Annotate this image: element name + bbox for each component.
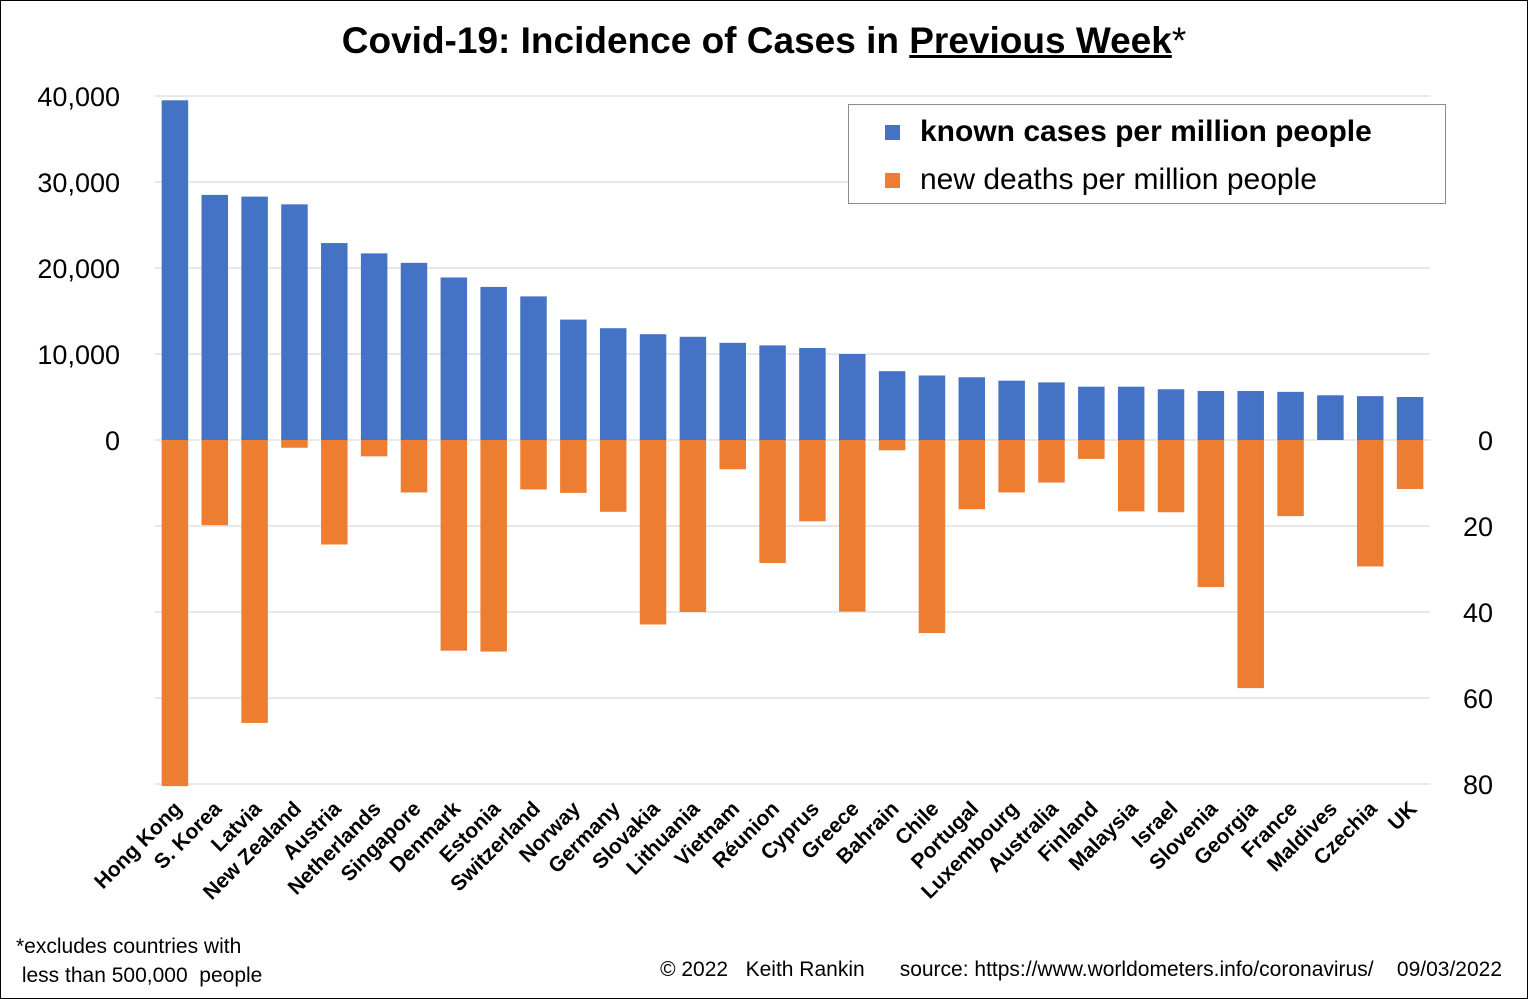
cases-bar <box>1277 391 1304 440</box>
deaths-bar <box>1117 440 1145 512</box>
cases-bar <box>599 328 627 440</box>
title-prefix: Covid-19: Incidence of Cases in <box>341 20 910 61</box>
cases-bar <box>799 347 826 440</box>
deaths-bar <box>878 440 906 451</box>
deaths-bar <box>1277 440 1304 517</box>
cases-bar <box>1396 397 1424 440</box>
deaths-bar <box>480 440 507 652</box>
category-label: UK <box>1384 797 1422 835</box>
deaths-bar <box>400 440 428 493</box>
cases-bar <box>520 296 547 440</box>
cases-bar <box>918 375 946 440</box>
right-axis-ticks: 0 20 40 60 80 <box>1463 426 1493 800</box>
cases-bar <box>839 354 866 440</box>
deaths-bar <box>958 440 986 510</box>
deaths-bar <box>201 440 229 526</box>
right-tick-label: 40 <box>1463 598 1493 628</box>
deaths-bar <box>839 440 866 612</box>
cases-bar <box>958 377 986 440</box>
cases-bar <box>998 380 1025 440</box>
legend: known cases per million people new death… <box>848 104 1446 204</box>
left-tick-label: 20,000 <box>37 254 120 284</box>
deaths-bar <box>1078 440 1105 459</box>
cases-bar <box>1117 386 1145 440</box>
deaths-bar <box>1038 440 1065 483</box>
cases-bar <box>400 262 428 440</box>
cases-bar <box>1157 389 1185 440</box>
deaths-bar <box>1237 440 1264 689</box>
cases-bar <box>759 345 786 440</box>
cases-bar <box>639 334 667 440</box>
right-tick-label: 60 <box>1463 684 1493 714</box>
deaths-bar <box>1157 440 1185 513</box>
deaths-bar <box>1396 440 1424 490</box>
cases-bar <box>201 194 229 440</box>
deaths-bar <box>759 440 786 563</box>
cases-bar <box>161 100 189 441</box>
cases-bar <box>719 342 746 440</box>
deaths-bar <box>360 440 388 457</box>
left-axis-ticks: 0 10,000 20,000 30,000 40,000 <box>37 82 120 456</box>
legend-swatch-deaths <box>885 172 900 188</box>
chart-title: Covid-19: Incidence of Cases in Previous… <box>0 20 1528 62</box>
footer-copyright: © 2022 Keith Rankin <box>660 958 865 981</box>
deaths-bar <box>161 440 189 787</box>
right-tick-label: 20 <box>1463 512 1493 542</box>
cases-bar <box>1197 390 1225 440</box>
cases-bar <box>440 277 468 440</box>
cases-bars <box>161 100 1424 441</box>
left-tick-label: 10,000 <box>37 340 120 370</box>
legend-item-cases: known cases per million people <box>885 115 1372 149</box>
cases-bar <box>1356 396 1384 440</box>
legend-item-deaths: new deaths per million people <box>885 163 1317 197</box>
left-tick-label: 30,000 <box>37 168 120 198</box>
deaths-bar <box>918 440 946 634</box>
footnote-line-1: *excludes countries with <box>16 935 242 958</box>
cases-bar <box>878 371 906 440</box>
deaths-bar <box>241 440 268 723</box>
cases-bar <box>1317 395 1344 440</box>
legend-label-cases: known cases per million people <box>920 115 1372 148</box>
legend-swatch-cases <box>885 124 900 140</box>
cases-bar <box>1078 386 1105 440</box>
right-tick-label: 0 <box>1478 426 1493 456</box>
deaths-bar <box>639 440 667 625</box>
deaths-bar <box>679 440 707 612</box>
left-tick-label: 40,000 <box>37 82 120 112</box>
cases-bar <box>679 336 707 440</box>
cases-bar <box>241 196 268 440</box>
footer-source: source: https://www.worldometers.info/co… <box>899 958 1374 981</box>
deaths-bar <box>1197 440 1225 588</box>
cases-bar <box>360 253 388 440</box>
left-tick-label: 0 <box>105 426 120 456</box>
footer-date: 09/03/2022 <box>1396 958 1502 981</box>
cases-bar <box>1237 390 1264 440</box>
cases-bar <box>281 204 308 440</box>
deaths-bar <box>799 440 826 522</box>
deaths-bar <box>520 440 547 490</box>
deaths-bar <box>560 440 587 493</box>
deaths-bar <box>719 440 746 470</box>
right-tick-label: 80 <box>1463 770 1493 800</box>
deaths-bar <box>1356 440 1384 567</box>
deaths-bar <box>281 440 308 448</box>
cases-bar <box>560 319 587 440</box>
deaths-bars <box>161 440 1424 787</box>
deaths-bar <box>599 440 627 512</box>
footnote-line-2: less than 500,000 people <box>16 964 263 987</box>
deaths-bar <box>321 440 348 545</box>
title-suffix: * <box>1171 20 1187 61</box>
footer-credits: © 2022 Keith Rankin source: https://www.… <box>660 958 1502 982</box>
cases-bar <box>1038 382 1065 440</box>
cases-bar <box>321 243 348 440</box>
title-underlined: Previous Week <box>909 20 1172 61</box>
footnote: *excludes countries with less than 500,0… <box>16 932 262 990</box>
deaths-bar <box>998 440 1025 493</box>
deaths-bar <box>440 440 468 651</box>
cases-bar <box>480 286 507 440</box>
legend-label-deaths: new deaths per million people <box>920 163 1317 196</box>
